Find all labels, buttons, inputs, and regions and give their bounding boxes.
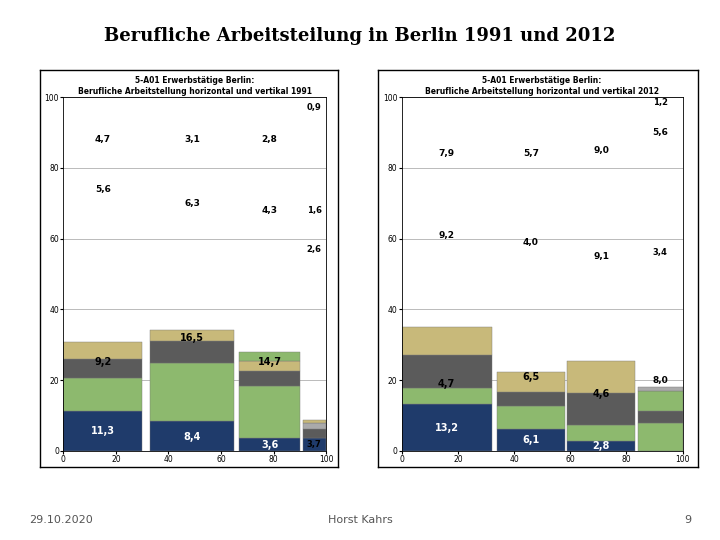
Text: 9,1: 9,1: [593, 252, 609, 261]
Text: 9,0: 9,0: [593, 146, 609, 155]
Text: 3,4: 3,4: [652, 248, 667, 258]
Text: 3,7: 3,7: [307, 440, 322, 449]
Text: 11,3: 11,3: [91, 427, 114, 436]
Text: 8,0: 8,0: [652, 376, 668, 384]
Bar: [638, 387, 683, 391]
Text: 6,1: 6,1: [522, 435, 539, 445]
Text: 4,7: 4,7: [95, 135, 111, 144]
Bar: [240, 438, 300, 451]
Bar: [402, 404, 492, 451]
Text: 29.10.2020: 29.10.2020: [29, 515, 93, 525]
Title: 5-A01 Erwerbstätige Berlin:
Berufliche Arbeitstellung horizontal und vertikal 19: 5-A01 Erwerbstätige Berlin: Berufliche A…: [78, 76, 312, 97]
Bar: [240, 386, 300, 438]
Text: Berufliche Arbeitsteilung in Berlin 1991 und 2012: Berufliche Arbeitsteilung in Berlin 1991…: [104, 28, 616, 45]
Text: 9: 9: [684, 515, 691, 525]
Text: 16,5: 16,5: [180, 333, 204, 343]
Bar: [402, 355, 492, 388]
Text: Horst Kahrs: Horst Kahrs: [328, 515, 392, 525]
Bar: [240, 371, 300, 386]
Bar: [498, 372, 564, 392]
Bar: [302, 423, 326, 429]
Bar: [150, 341, 234, 363]
Bar: [63, 411, 142, 451]
Text: 14,7: 14,7: [258, 357, 282, 368]
Bar: [402, 327, 492, 355]
Text: 13,2: 13,2: [435, 423, 459, 433]
Text: 5,7: 5,7: [523, 149, 539, 158]
Text: 9,2: 9,2: [94, 357, 112, 368]
Bar: [63, 342, 142, 359]
Bar: [567, 393, 635, 425]
Text: 2,8: 2,8: [262, 135, 278, 144]
Text: 4,3: 4,3: [261, 206, 278, 215]
Text: 1,6: 1,6: [307, 206, 322, 215]
Text: 5,6: 5,6: [652, 128, 668, 137]
Bar: [302, 429, 326, 438]
Text: 5,6: 5,6: [95, 185, 111, 194]
Bar: [498, 392, 564, 406]
Bar: [240, 352, 300, 361]
Bar: [63, 379, 142, 411]
Text: 0,9: 0,9: [307, 103, 322, 112]
Text: 4,0: 4,0: [523, 238, 539, 247]
Bar: [567, 441, 635, 451]
Bar: [63, 359, 142, 379]
Text: 6,5: 6,5: [522, 372, 539, 382]
Bar: [498, 429, 564, 451]
Text: 8,4: 8,4: [184, 432, 201, 442]
Bar: [638, 391, 683, 410]
Bar: [150, 421, 234, 451]
Text: 4,6: 4,6: [593, 389, 610, 399]
Text: 9,2: 9,2: [438, 231, 455, 240]
Text: 1,2: 1,2: [652, 98, 667, 107]
Bar: [498, 406, 564, 429]
Bar: [302, 438, 326, 451]
Text: 2,8: 2,8: [593, 441, 610, 451]
Bar: [567, 361, 635, 393]
Text: 4,7: 4,7: [438, 379, 455, 389]
Bar: [240, 361, 300, 371]
Bar: [402, 388, 492, 404]
Bar: [302, 420, 326, 423]
Text: 7,9: 7,9: [438, 149, 455, 158]
Bar: [150, 363, 234, 421]
Text: 6,3: 6,3: [184, 199, 200, 208]
Bar: [638, 410, 683, 423]
Text: 3,6: 3,6: [261, 440, 279, 449]
Title: 5-A01 Erwerbstätige Berlin:
Berufliche Arbeitstellung horizontal und vertikal 20: 5-A01 Erwerbstätige Berlin: Berufliche A…: [426, 76, 660, 97]
Text: 3,1: 3,1: [184, 135, 200, 144]
Bar: [567, 425, 635, 441]
Bar: [150, 329, 234, 341]
Text: 2,6: 2,6: [307, 245, 322, 254]
Bar: [638, 423, 683, 451]
